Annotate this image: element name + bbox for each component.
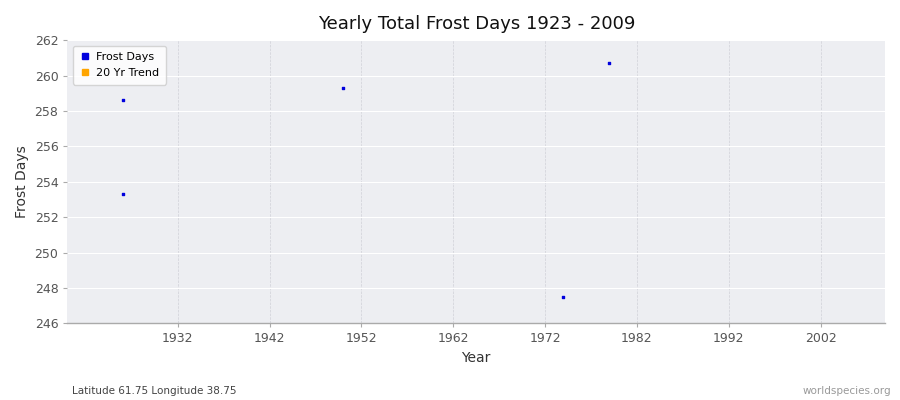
Point: [556, 294, 571, 300]
Point: [602, 60, 616, 66]
Text: Latitude 61.75 Longitude 38.75: Latitude 61.75 Longitude 38.75: [72, 386, 237, 396]
Text: worldspecies.org: worldspecies.org: [803, 386, 891, 396]
Legend: Frost Days, 20 Yr Trend: Frost Days, 20 Yr Trend: [73, 46, 166, 84]
X-axis label: Year: Year: [462, 351, 490, 365]
Point: [115, 97, 130, 104]
Title: Yearly Total Frost Days 1923 - 2009: Yearly Total Frost Days 1923 - 2009: [318, 15, 634, 33]
Point: [336, 85, 350, 91]
Point: [115, 191, 130, 197]
Y-axis label: Frost Days: Frost Days: [15, 145, 29, 218]
